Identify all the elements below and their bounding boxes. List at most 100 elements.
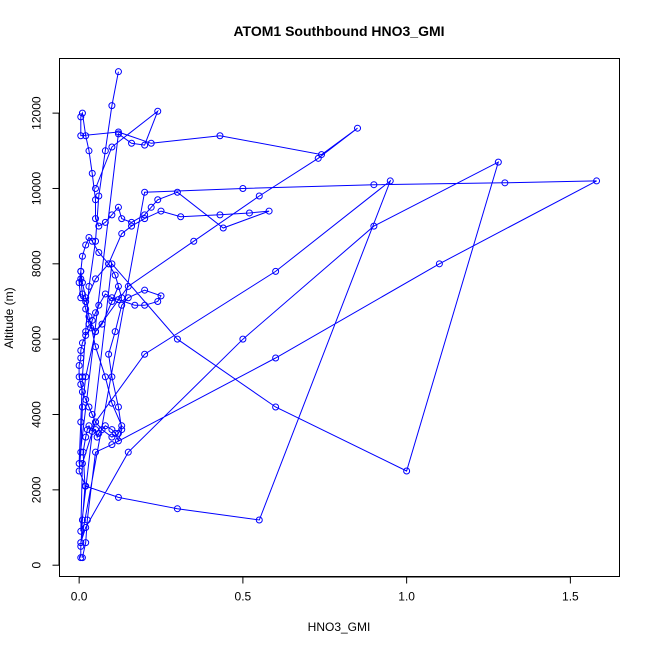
data-point bbox=[82, 524, 90, 532]
chart-title: ATOM1 Southbound HNO3_GMI bbox=[233, 23, 444, 39]
data-point bbox=[77, 542, 85, 550]
data-point bbox=[78, 554, 86, 562]
data-point bbox=[88, 169, 96, 177]
data-point bbox=[272, 354, 280, 362]
data-point bbox=[92, 275, 100, 283]
data-point bbox=[114, 493, 122, 501]
data-point bbox=[494, 158, 502, 166]
data-point bbox=[101, 373, 109, 381]
data-point bbox=[435, 260, 443, 268]
data-point bbox=[118, 294, 126, 302]
data-point bbox=[92, 237, 100, 245]
data-point bbox=[82, 482, 90, 490]
data-point bbox=[108, 441, 116, 449]
data-point bbox=[239, 184, 247, 192]
data-point bbox=[101, 290, 109, 298]
data-point bbox=[108, 373, 116, 381]
data-point bbox=[255, 516, 263, 524]
data-point bbox=[114, 437, 122, 445]
y-tick-label: 12000 bbox=[30, 96, 44, 130]
data-point bbox=[82, 241, 90, 249]
x-tick-label: 0.0 bbox=[71, 590, 88, 604]
data-point bbox=[354, 124, 362, 132]
data-point bbox=[386, 177, 394, 185]
data-point bbox=[114, 130, 122, 138]
series-line bbox=[78, 71, 159, 464]
data-point bbox=[78, 252, 86, 260]
x-axis: 0.0 0.5 1.0 1.5 bbox=[71, 576, 579, 604]
data-point bbox=[75, 279, 83, 287]
data-point bbox=[77, 418, 85, 426]
data-point bbox=[82, 395, 90, 403]
data-point bbox=[114, 403, 122, 411]
data-point bbox=[85, 422, 93, 430]
data-point bbox=[157, 292, 165, 300]
data-point bbox=[78, 109, 86, 117]
data-point bbox=[154, 297, 162, 305]
data-point bbox=[92, 448, 100, 456]
data-point bbox=[77, 380, 85, 388]
data-point bbox=[239, 335, 247, 343]
data-point bbox=[141, 350, 149, 358]
x-tick-label: 1.5 bbox=[562, 590, 579, 604]
data-point bbox=[108, 433, 116, 441]
data-point bbox=[82, 305, 90, 313]
y-tick-label: 6000 bbox=[30, 325, 44, 352]
y-tick-label: 10000 bbox=[29, 171, 43, 205]
data-point bbox=[92, 309, 100, 317]
data-point bbox=[85, 313, 93, 321]
data-point bbox=[98, 426, 106, 434]
data-point bbox=[105, 260, 113, 268]
data-point bbox=[173, 188, 181, 196]
data-point bbox=[101, 147, 109, 155]
data-point bbox=[128, 222, 136, 230]
data-point bbox=[593, 177, 601, 185]
data-point bbox=[216, 211, 224, 219]
data-point bbox=[128, 139, 136, 147]
data-point bbox=[108, 297, 116, 305]
data-point bbox=[92, 418, 100, 426]
data-point bbox=[85, 282, 93, 290]
data-point bbox=[272, 403, 280, 411]
data-point bbox=[82, 328, 90, 336]
data-point bbox=[173, 335, 181, 343]
data-point bbox=[118, 230, 126, 238]
data-point bbox=[83, 516, 91, 524]
data-point bbox=[111, 271, 119, 279]
data-point bbox=[190, 237, 198, 245]
data-point bbox=[118, 301, 126, 309]
data-point bbox=[370, 222, 378, 230]
data-point bbox=[141, 301, 149, 309]
data-point bbox=[124, 294, 132, 302]
data-point bbox=[75, 467, 83, 475]
data-point bbox=[78, 516, 86, 524]
data-point bbox=[75, 362, 83, 370]
data-point bbox=[118, 422, 126, 430]
y-axis-title: Altitude (m) bbox=[2, 287, 16, 348]
data-point bbox=[219, 224, 227, 232]
data-point bbox=[98, 320, 106, 328]
data-point bbox=[370, 181, 378, 189]
y-tick-label: 8000 bbox=[30, 250, 44, 277]
data-point bbox=[147, 203, 155, 211]
data-point bbox=[108, 143, 116, 151]
data-point bbox=[216, 132, 224, 140]
data-point bbox=[78, 290, 86, 298]
data-point bbox=[114, 68, 122, 76]
data-point bbox=[87, 324, 95, 332]
data-point bbox=[154, 196, 162, 204]
data-point bbox=[77, 527, 85, 535]
data-point bbox=[272, 267, 280, 275]
data-point bbox=[245, 209, 253, 217]
data-point bbox=[141, 215, 149, 223]
data-point bbox=[92, 184, 100, 192]
y-tick-label: 0 bbox=[30, 562, 44, 569]
data-point bbox=[108, 399, 116, 407]
data-point bbox=[82, 132, 90, 140]
data-point bbox=[141, 211, 149, 219]
data-point bbox=[118, 215, 126, 223]
x-tick-label: 0.5 bbox=[235, 590, 252, 604]
data-point bbox=[77, 539, 85, 547]
data-point bbox=[157, 207, 165, 215]
data-point bbox=[141, 286, 149, 294]
